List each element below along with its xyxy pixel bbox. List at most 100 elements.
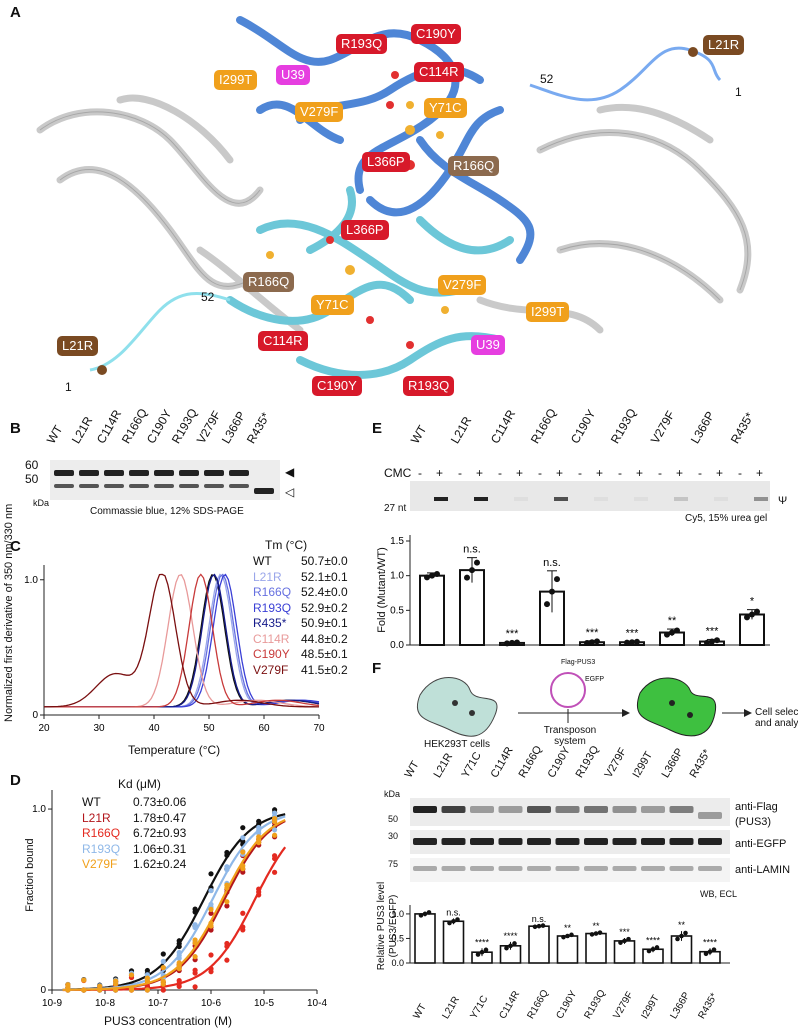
y-tick-label: 0.5	[391, 933, 404, 943]
data-point	[749, 611, 755, 618]
gel-band	[79, 484, 99, 488]
x-category-label: WT	[411, 1002, 429, 1021]
data-point	[176, 938, 182, 944]
y-tick-label: 0.0	[390, 640, 404, 651]
data-point	[160, 987, 166, 993]
y-tick-label: 1.0	[391, 909, 404, 919]
data-point	[224, 882, 230, 888]
data-point	[272, 815, 278, 822]
x-category-label: C114R	[496, 989, 522, 1021]
panel-e-gel	[410, 481, 770, 511]
gel-band	[154, 484, 174, 488]
data-point	[754, 608, 760, 615]
data-point	[192, 954, 198, 960]
lane-label: R166Q	[516, 743, 545, 780]
panel-d-label: D	[10, 772, 21, 789]
blot-mw: 30	[388, 831, 399, 841]
data-point	[422, 911, 428, 917]
lane-label: C114R	[487, 407, 519, 446]
panel-e-chart: 0.00.51.01.5n.s.***n.s.*** *********	[390, 535, 770, 651]
data-point	[113, 978, 119, 984]
significance-label: **	[564, 923, 572, 933]
x-tick-label: 30	[93, 723, 105, 734]
lane-label: V279F	[647, 408, 678, 446]
residue-label: C114R	[258, 331, 308, 351]
legend-title: Kd (μM)	[118, 777, 161, 791]
legend-tm: 44.8±0.2	[301, 631, 348, 646]
residue-label: Y71C	[424, 98, 467, 118]
data-point	[679, 933, 684, 939]
series-line	[44, 573, 320, 708]
blot-band	[612, 866, 637, 871]
x-tick-label: 60	[258, 723, 270, 734]
x-tick-label: 10-4	[307, 998, 327, 1009]
lane-label: L21R	[447, 414, 475, 446]
data-point	[504, 945, 509, 951]
cmc-plus: +	[676, 466, 684, 480]
fit-curve	[62, 813, 286, 991]
residue-label: L21R	[57, 336, 99, 356]
gel-band	[179, 470, 199, 476]
lane-label: C114R	[488, 745, 516, 780]
data-point	[424, 574, 430, 581]
residue-label: V279F	[295, 102, 344, 122]
gel-band	[204, 484, 224, 488]
legend-kd: 1.78±0.47	[133, 810, 187, 825]
x-tick-label: 50	[203, 723, 215, 734]
series-line	[44, 573, 320, 708]
blot-band	[470, 838, 494, 845]
blot-band	[584, 806, 608, 813]
residue-label: R166Q	[243, 272, 295, 292]
data-point	[176, 949, 182, 956]
panel-b-gel	[50, 460, 280, 500]
panel-a-label: A	[10, 4, 21, 21]
data-point	[240, 863, 246, 869]
data-point	[504, 640, 510, 647]
gel-band	[594, 497, 608, 501]
data-point	[418, 913, 424, 918]
data-point	[514, 639, 520, 646]
blot-band	[698, 812, 722, 819]
selection-label: Cell selection and analysis	[755, 707, 798, 729]
residue-label: U39	[471, 335, 505, 355]
bar	[613, 940, 636, 964]
data-point	[711, 947, 717, 952]
residue-label: Y71C	[311, 295, 354, 315]
blot-label: anti-Flag (PUS3)	[735, 801, 778, 828]
significance-label: ****	[703, 937, 718, 947]
data-point	[426, 910, 432, 915]
mw-marker: 60	[25, 458, 39, 472]
blot-band	[612, 838, 637, 845]
residue-label: R193Q	[336, 34, 388, 54]
data-point	[224, 957, 230, 963]
cmc-plus: +	[756, 466, 764, 480]
lane-label: WT	[43, 422, 66, 446]
blot-band	[470, 866, 494, 871]
panel-b-label: B	[10, 420, 21, 437]
data-point	[629, 639, 635, 646]
data-point	[569, 932, 574, 938]
f-ylabel: Relative PUS3 level (PUS3/EGFP)	[376, 881, 399, 971]
data-point	[272, 853, 278, 859]
lane-label: L21R	[68, 414, 96, 446]
y-tick-label: 1.0	[32, 804, 46, 815]
mw-unit: kDa	[33, 498, 50, 508]
legend-name: R166Q	[82, 826, 121, 840]
data-point	[192, 937, 198, 943]
cmc-minus: -	[498, 466, 502, 480]
data-point	[508, 943, 513, 949]
x-tick-label: 40	[148, 723, 160, 734]
data-point	[81, 987, 87, 993]
blot-band	[441, 806, 466, 813]
cmc-label: CMC	[384, 466, 412, 480]
data-point	[464, 574, 470, 581]
blot-band	[527, 838, 551, 845]
cmc-minus: -	[538, 466, 542, 480]
blot-band	[441, 866, 466, 871]
residue-label: C190Y	[312, 376, 362, 396]
blot-band	[498, 866, 523, 871]
data-point	[434, 571, 440, 578]
lane-label: R193Q	[573, 743, 602, 780]
blot-band	[555, 838, 580, 845]
legend-kd: 0.73±0.06	[133, 795, 187, 809]
